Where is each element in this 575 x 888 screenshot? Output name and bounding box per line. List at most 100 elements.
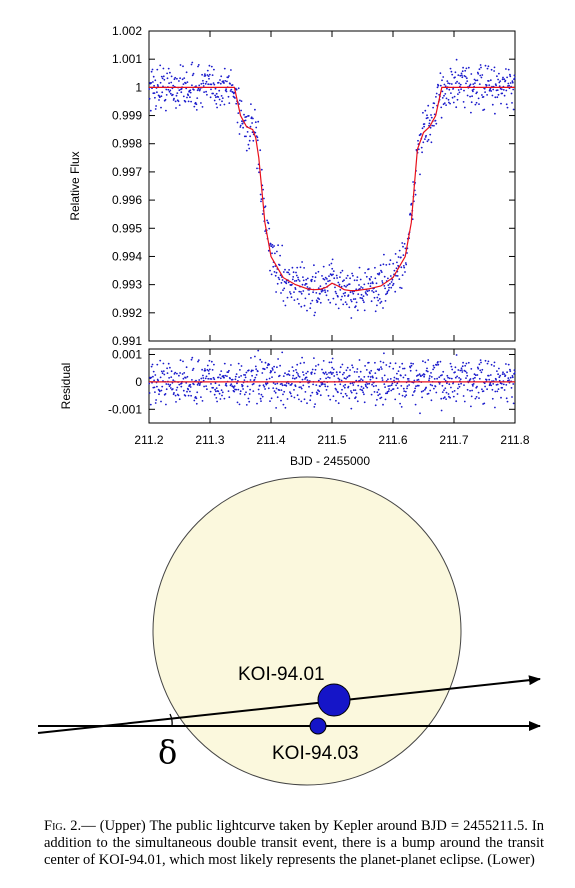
residual-data-point: [343, 377, 346, 379]
residual-data-point: [278, 374, 281, 377]
residual-data-point: [443, 389, 445, 391]
lightcurve-data-point: [319, 285, 322, 288]
residual-data-point: [186, 375, 189, 378]
lightcurve-data-point: [281, 279, 284, 281]
lightcurve-data-point: [460, 72, 463, 75]
x-tick-label: 211.5: [317, 433, 346, 447]
residual-data-point: [279, 364, 281, 367]
residual-data-point: [503, 373, 506, 375]
lightcurve-data-point: [319, 292, 321, 295]
residual-data-point: [512, 383, 515, 385]
residual-data-point: [396, 372, 398, 375]
lightcurve-data-point: [160, 95, 163, 98]
lightcurve-data-point: [154, 79, 157, 82]
residual-data-point: [369, 376, 372, 378]
lightcurve-data-point: [204, 74, 207, 77]
lightcurve-data-point: [429, 133, 432, 136]
residual-data-point: [154, 402, 157, 404]
lightcurve-data-point: [378, 298, 381, 300]
residual-data-point: [438, 376, 441, 379]
residual-data-point: [429, 383, 432, 386]
residual-data-point: [238, 376, 241, 378]
lightcurve-data-point: [380, 300, 383, 303]
lightcurve-data-point: [318, 298, 321, 300]
residual-data-point: [253, 378, 256, 381]
residual-data-point: [405, 394, 408, 397]
residual-data-point: [452, 395, 455, 398]
lightcurve-data-point: [435, 122, 438, 125]
residual-data-point: [235, 388, 238, 391]
residual-data-point: [459, 369, 462, 372]
x-axis-label: BJD - 2455000: [290, 454, 370, 468]
lightcurve-data-point: [392, 262, 395, 265]
residual-data-point: [408, 384, 410, 386]
residual-data-point: [358, 359, 361, 361]
residual-data-point: [398, 393, 401, 395]
lightcurve-data-point: [171, 93, 174, 96]
lightcurve-data-point: [473, 78, 476, 81]
residual-data-point: [280, 399, 282, 402]
lightcurve-data-point: [371, 290, 373, 292]
lightcurve-data-point: [295, 279, 298, 282]
residual-data-point: [360, 378, 362, 380]
lightcurve-y-tick-label: 0.997: [112, 165, 142, 179]
lightcurve-data-point: [206, 74, 209, 76]
residual-data-point: [294, 385, 297, 388]
lightcurve-y-tick-label: 0.998: [112, 137, 142, 151]
residual-data-point: [342, 395, 345, 398]
residual-data-point: [355, 392, 358, 395]
lightcurve-y-tick-label: 0.999: [112, 109, 142, 123]
residual-data-point: [158, 390, 161, 393]
lightcurve-data-point: [337, 295, 339, 298]
lightcurve-data-point: [153, 92, 156, 94]
lightcurve-data-point: [327, 299, 330, 301]
lightcurve-data-point: [465, 82, 467, 85]
lightcurve-data-point: [213, 83, 216, 86]
lightcurve-data-point: [254, 121, 257, 124]
lightcurve-data-point: [284, 304, 287, 307]
lightcurve-data-point: [448, 101, 450, 104]
lightcurve-data-point: [298, 302, 300, 305]
lightcurve-data-point: [276, 250, 278, 253]
residual-data-point: [415, 385, 417, 388]
residual-data-point: [493, 361, 496, 364]
residual-data-point: [379, 360, 382, 363]
residual-data-point: [191, 356, 194, 359]
residual-data-point: [381, 379, 384, 381]
lightcurve-y-axis-label: Relative Flux: [68, 151, 82, 220]
lightcurve-data-point: [204, 73, 206, 76]
residual-data-point: [207, 370, 210, 372]
residual-data-point: [440, 397, 443, 400]
lightcurve-data-point: [163, 78, 166, 81]
lightcurve-data-point: [361, 297, 364, 300]
lightcurve-y-tick-label: 0.995: [112, 221, 142, 235]
lightcurve-data-point: [214, 87, 217, 90]
lightcurve-data-point: [152, 75, 155, 78]
residual-data-point: [507, 363, 510, 366]
lightcurve-data-point: [284, 268, 286, 271]
residual-data-point: [388, 388, 390, 390]
lightcurve-data-point: [404, 271, 406, 273]
residual-data-point: [448, 383, 451, 386]
residual-data-point: [407, 378, 410, 380]
residual-data-point: [237, 388, 240, 391]
lightcurve-data-point: [291, 283, 293, 286]
lightcurve-data-point: [167, 67, 170, 70]
lightcurve-data-point: [218, 98, 221, 101]
residual-data-point: [259, 358, 262, 361]
lightcurve-data-point: [169, 92, 172, 95]
residual-data-point: [493, 365, 495, 367]
lightcurve-data-point: [485, 84, 488, 87]
lightcurve-data-point: [365, 275, 368, 278]
residual-data-point: [165, 388, 168, 391]
residual-data-point: [420, 390, 423, 393]
lightcurve-data-point: [285, 282, 288, 285]
lightcurve-data-point: [509, 82, 512, 84]
lightcurve-data-point: [487, 65, 490, 68]
lightcurve-data-point: [280, 282, 283, 284]
residual-data-point: [347, 385, 350, 388]
lightcurve-data-point: [494, 112, 496, 115]
lightcurve-y-tick-label: 0.996: [112, 193, 142, 207]
residual-data-point: [480, 361, 482, 364]
lightcurve-data-point: [165, 88, 168, 91]
